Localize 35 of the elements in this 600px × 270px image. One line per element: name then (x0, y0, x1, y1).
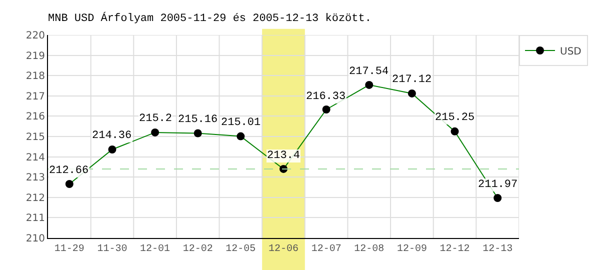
y-tick-label: 213 (26, 172, 45, 184)
data-label: 216.33 (306, 91, 346, 103)
x-tick-label: 12-08 (354, 244, 384, 255)
x-tick-label: 12-07 (311, 244, 342, 255)
x-tick-label: 12-02 (182, 244, 213, 255)
y-tick-label: 211 (26, 213, 45, 224)
data-label: 213.4 (267, 150, 300, 162)
data-label: 217.12 (392, 74, 432, 86)
y-tick-label: 210 (26, 234, 45, 244)
y-tick-label: 215 (26, 132, 45, 143)
data-label: 215.16 (178, 114, 218, 126)
y-tick-label: 219 (26, 50, 45, 62)
x-tick-label: 12-05 (226, 244, 256, 255)
data-label: 215.2 (139, 113, 172, 125)
y-tick-label: 218 (26, 71, 45, 82)
chart-title: MNB USD Árfolyam 2005-11-29 és 2005-12-13 között. (48, 11, 372, 26)
data-label: 217.54 (349, 66, 390, 78)
x-tick-label: 12-01 (140, 244, 170, 255)
data-label: 215.01 (221, 117, 262, 129)
data-label: 215.25 (435, 112, 475, 124)
x-tick-label: 11-29 (54, 244, 84, 255)
x-tick-label: 12-13 (482, 244, 513, 255)
y-tick-label: 217 (26, 91, 45, 102)
data-label: 211.97 (478, 179, 518, 191)
data-label: 212.66 (49, 165, 89, 177)
x-tick-label: 12-06 (268, 244, 299, 255)
y-tick-label: 220 (26, 30, 45, 42)
legend-label: USD (560, 46, 582, 58)
x-tick-label: 11-30 (97, 244, 128, 255)
data-label: 214.36 (92, 130, 132, 142)
x-tick-label: 12-09 (396, 244, 427, 255)
y-tick-label: 212 (26, 192, 45, 204)
y-tick-label: 214 (26, 152, 45, 164)
y-tick-label: 216 (26, 112, 45, 123)
x-tick-label: 12-12 (440, 244, 470, 255)
